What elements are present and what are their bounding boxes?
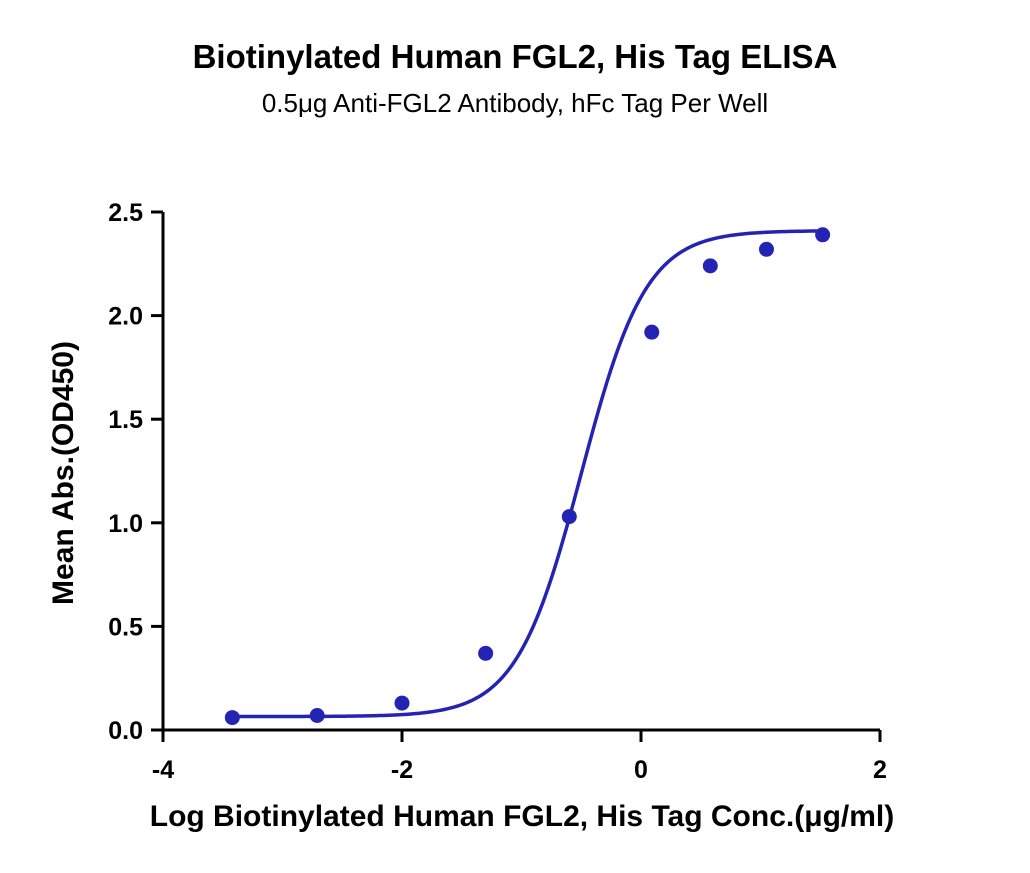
series: [224, 227, 831, 726]
data-point: [224, 710, 240, 726]
chart-subtitle: 0.5μg Anti-FGL2 Antibody, hFc Tag Per We…: [261, 88, 769, 118]
y-tick-label: 2.5: [108, 199, 143, 227]
x-axis-label: Log Biotinylated Human FGL2, His Tag Con…: [150, 800, 894, 833]
y-tick-label: 1.0: [108, 510, 143, 538]
axes: [161, 212, 880, 732]
data-point: [758, 241, 774, 257]
x-tick-label: -2: [391, 756, 413, 784]
data-point: [644, 324, 660, 340]
chart-title: Biotinylated Human FGL2, His Tag ELISA: [192, 38, 838, 75]
data-point: [478, 645, 494, 661]
x-tick-label: 2: [873, 756, 887, 784]
x-tick-label: -4: [152, 756, 174, 784]
y-tick-label: 0.0: [108, 717, 143, 745]
data-point: [702, 258, 718, 274]
y-tick-label: 1.5: [108, 406, 143, 434]
x-tick-label: 0: [634, 756, 648, 784]
data-point: [394, 695, 410, 711]
y-tick-label: 0.5: [108, 613, 143, 641]
y-axis-label: Mean Abs.(OD450): [47, 341, 80, 605]
data-point: [309, 707, 325, 723]
fit-curve: [232, 229, 823, 719]
y-tick-label: 2.0: [108, 303, 143, 331]
ticks: 0.0 0.5 1.0 1.5 2.0 2.5 -4 -2 0 2: [108, 199, 887, 784]
data-point: [815, 227, 831, 243]
data-point: [561, 509, 577, 525]
